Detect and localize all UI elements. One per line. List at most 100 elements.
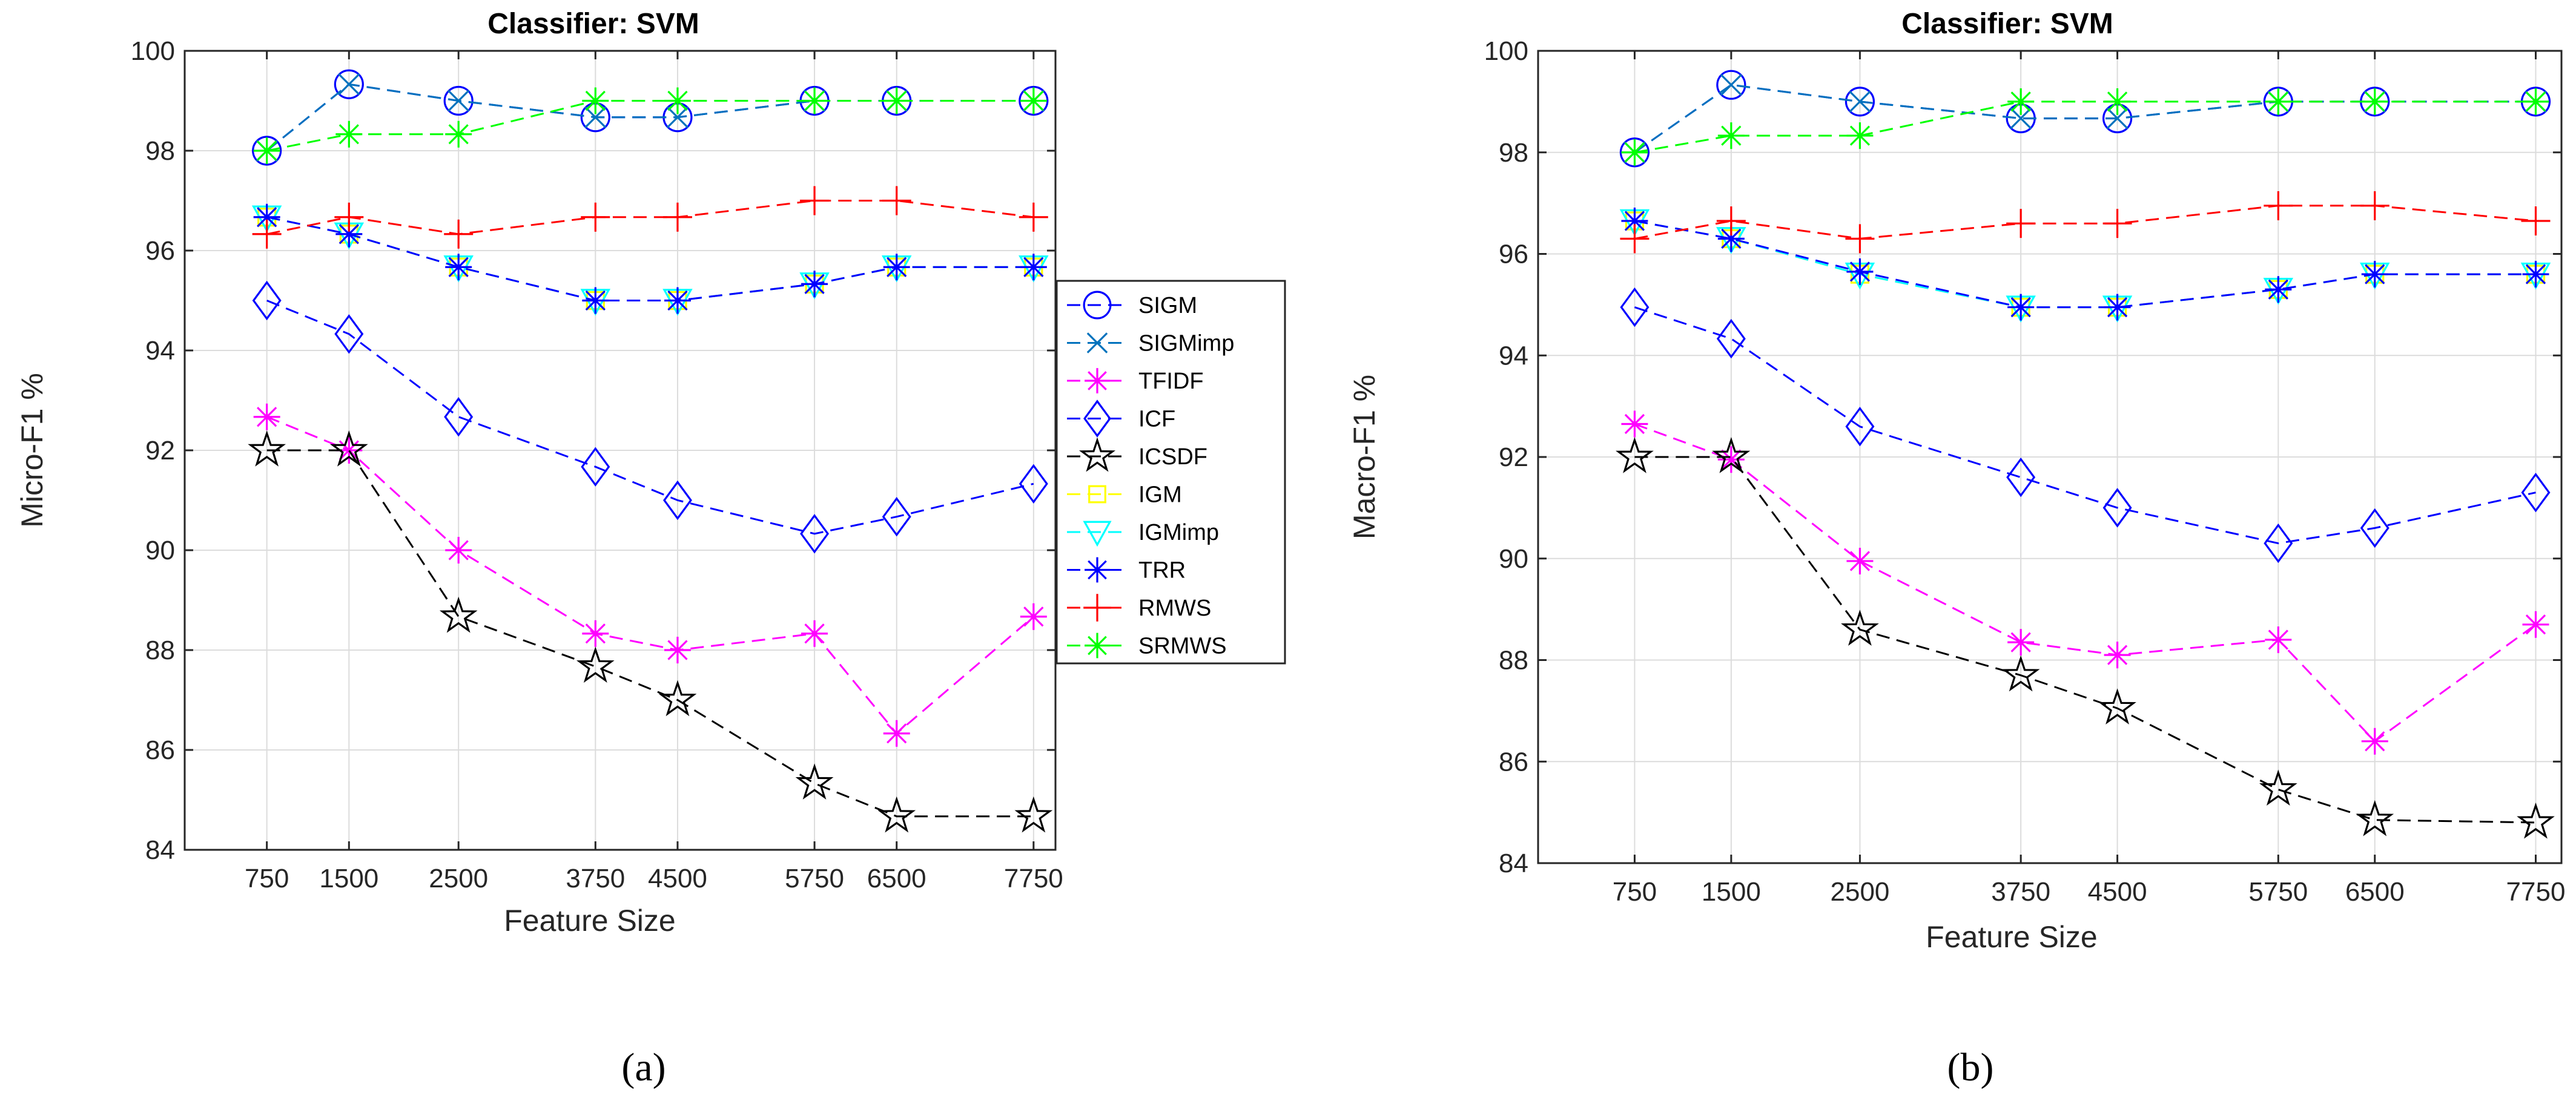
panel-b-y-label: Macro-F1 % [1347, 375, 1381, 539]
b-point-icf-5750 [2264, 523, 2293, 564]
b-series-srmws [1621, 88, 2549, 166]
b-point-rmws-2500 [1845, 224, 1875, 254]
a-point-icf-5750 [800, 514, 830, 554]
b-point-rmws-1500 [1716, 206, 1746, 235]
b-point-icf-7750 [2521, 473, 2551, 513]
a-ytick-label-7: 98 [145, 136, 175, 166]
legend-entry-sigm: SIGM [1067, 291, 1197, 320]
a-point-rmws-3750 [581, 202, 610, 232]
b-point-icsdf-1500 [1712, 436, 1751, 473]
a-point-sigm-1500 [334, 69, 364, 99]
b-point-icf-2500 [1845, 406, 1875, 447]
b-point-srmws-2500 [1846, 122, 1874, 150]
b-point-rmws-6500 [2360, 191, 2389, 220]
b-xtick-label-6: 6500 [2345, 877, 2405, 907]
a-xtick-label-4: 4500 [648, 864, 707, 893]
b-point-icsdf-2500 [1841, 610, 1879, 646]
a-xtick-label-7: 7750 [1004, 864, 1063, 893]
b-line-trr [1634, 220, 2536, 309]
legend-label-icsdf: ICSDF [1138, 444, 1207, 470]
b-point-tfidf-3750 [2007, 629, 2035, 656]
b-point-icf-750 [1620, 287, 1650, 327]
a-point-srmws-6500 [883, 87, 910, 114]
a-point-icf-750 [252, 280, 282, 321]
a-point-rmws-2500 [444, 219, 474, 249]
b-point-sigm-750 [1619, 137, 1650, 168]
panel-a-series [248, 69, 1053, 833]
legend-items: SIGM SIGMimp TFIDF ICF ICSDF IGM IGMimp TRR RMWS… [1067, 291, 1234, 659]
panel-b: Classifier: SVM 750 1500 2500 3750 4500 5750 6… [1347, 8, 2565, 1089]
a-point-icf-7750 [1019, 464, 1048, 504]
b-point-sigm-2500 [1844, 87, 1875, 117]
a-point-sigm-750 [252, 136, 282, 166]
a-point-tfidf-1500 [335, 437, 363, 464]
a-point-rmws-1500 [334, 202, 364, 232]
legend-label-rmws: RMWS [1138, 596, 1211, 621]
a-point-tfidf-5750 [801, 620, 828, 647]
b-ytick-label-4: 92 [1499, 442, 1528, 472]
legend-marker-igmimp [1083, 521, 1112, 547]
b-point-sigmimp-2500 [1849, 90, 1871, 113]
a-line-tfidf [266, 416, 1034, 735]
a-point-trr-1500 [335, 220, 363, 248]
b-point-trr-5750 [2265, 276, 2292, 303]
b-point-icf-1500 [1716, 318, 1746, 359]
b-point-srmws-1500 [1717, 122, 1745, 150]
legend-label-icf: ICF [1138, 407, 1175, 432]
a-ytick-label-0: 84 [145, 835, 175, 865]
b-point-rmws-3750 [2006, 209, 2036, 238]
a-point-sigmimp-3750 [584, 106, 607, 128]
a-point-tfidf-7750 [1020, 603, 1047, 630]
b-point-trr-6500 [2361, 261, 2388, 288]
b-ytick-label-5: 94 [1499, 341, 1528, 370]
a-point-tfidf-6500 [883, 720, 910, 747]
b-ytick-label-2: 88 [1499, 646, 1528, 675]
legend-label-sigmimp: SIGMimp [1138, 331, 1234, 357]
panel-b-ticks: 750 1500 2500 3750 4500 5750 6500 7750 84 86 88 90 9… [1484, 36, 2566, 907]
a-point-srmws-5750 [801, 87, 828, 114]
a-xtick-label-5: 5750 [785, 864, 844, 893]
panel-a-caption: (a) [621, 1045, 665, 1089]
b-point-icsdf-6500 [2356, 800, 2394, 836]
panel-a-ticks: 750 1500 2500 3750 4500 5750 6500 7750 84 86 88 90 9… [131, 36, 1063, 893]
a-xtick-label-6: 6500 [867, 864, 926, 893]
b-xtick-label-2: 2500 [1831, 877, 1890, 907]
a-point-srmws-7750 [1020, 87, 1047, 114]
b-point-srmws-7750 [2522, 88, 2549, 115]
b-series-trr [1621, 207, 2549, 321]
b-point-srmws-4500 [2104, 88, 2131, 115]
legend-label-igm: IGM [1138, 482, 1182, 508]
b-xtick-label-1: 1500 [1702, 877, 1761, 907]
b-point-trr-3750 [2007, 294, 2035, 321]
a-ytick-label-3: 90 [145, 536, 175, 565]
a-point-trr-5750 [801, 271, 828, 298]
a-point-sigmimp-4500 [666, 106, 689, 128]
a-point-rmws-6500 [882, 186, 911, 215]
b-series-tfidf [1621, 410, 2549, 755]
a-ytick-label-5: 94 [145, 336, 175, 366]
a-point-sigmimp-1500 [338, 73, 360, 96]
a-point-srmws-750 [253, 137, 280, 164]
a-point-icsdf-2500 [439, 596, 478, 633]
a-point-icsdf-750 [248, 430, 286, 467]
legend-label-sigm: SIGM [1138, 293, 1197, 318]
a-point-trr-750 [253, 203, 280, 231]
b-line-icf [1634, 306, 2536, 545]
b-point-icf-3750 [2006, 457, 2036, 498]
a-xtick-label-0: 750 [245, 864, 289, 893]
legend-entry-icsdf: ICSDF [1067, 437, 1207, 472]
a-point-icf-1500 [334, 314, 364, 354]
b-xtick-label-7: 7750 [2506, 877, 2566, 907]
b-point-trr-7750 [2522, 261, 2549, 288]
a-series-srmws [253, 87, 1047, 164]
a-xtick-label-2: 2500 [429, 864, 488, 893]
b-xtick-label-5: 5750 [2248, 877, 2308, 907]
legend-marker-rmws [1083, 594, 1111, 622]
b-ytick-label-8: 100 [1484, 36, 1528, 66]
panel-a: Classifier: SVM 750 1500 2500 3750 4500 5750 6… [15, 8, 1063, 1089]
b-point-tfidf-6500 [2361, 728, 2388, 755]
b-point-icf-4500 [2102, 488, 2132, 528]
b-point-rmws-7750 [2521, 206, 2551, 235]
a-point-srmws-3750 [582, 87, 609, 114]
